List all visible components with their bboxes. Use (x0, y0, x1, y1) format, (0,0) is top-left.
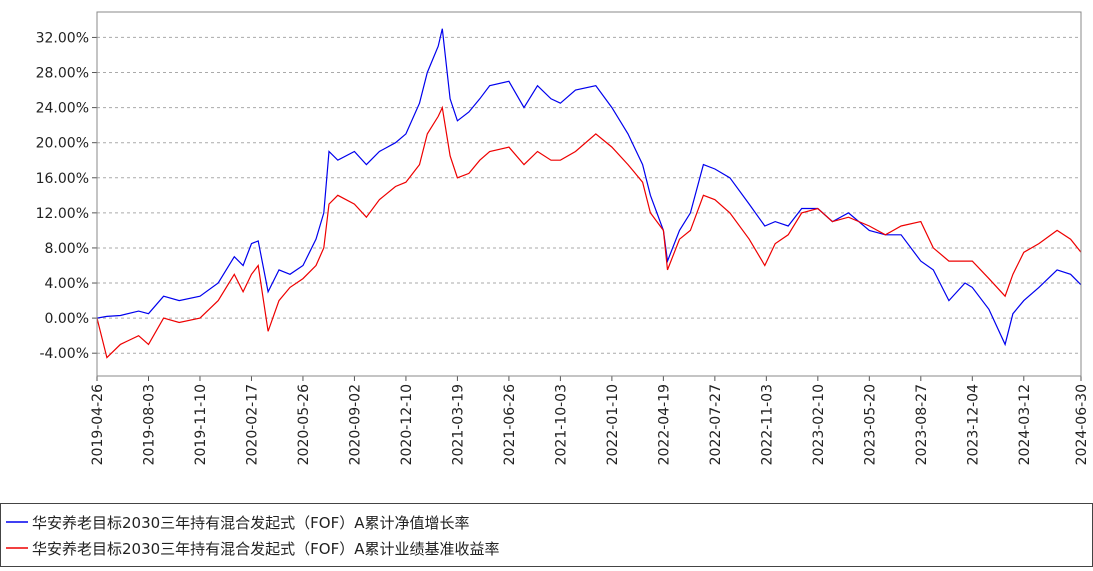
x-tick-label: 2020-12-10 (399, 384, 415, 465)
y-tick-label: 24.00% (36, 101, 89, 117)
x-tick-label: 2024-06-30 (1074, 384, 1090, 465)
legend-label: 华安养老目标2030三年持有混合发起式（FOF）A累计业绩基准收益率 (32, 540, 500, 558)
x-tick-label: 2020-05-26 (296, 384, 312, 465)
y-tick-label: 12.00% (36, 206, 89, 222)
x-tick-label: 2021-06-26 (502, 384, 518, 465)
y-tick-label: -4.00% (39, 346, 89, 362)
y-tick-label: 8.00% (45, 241, 89, 257)
x-tick-label: 2020-02-17 (244, 384, 260, 465)
x-tick-label: 2023-05-20 (862, 384, 878, 465)
x-tick-label: 2023-12-04 (965, 384, 981, 465)
x-tick-label: 2021-10-03 (553, 384, 569, 465)
x-tick-label: 2023-02-10 (811, 384, 827, 465)
x-tick-label: 2021-03-19 (450, 384, 466, 465)
y-tick-label: 20.00% (36, 136, 89, 152)
x-tick-label: 2022-11-03 (759, 384, 775, 465)
x-tick-label: 2023-08-27 (914, 384, 930, 465)
legend: 华安养老目标2030三年持有混合发起式（FOF）A累计净值增长率华安养老目标20… (0, 503, 1093, 567)
series-line (96, 28, 1082, 347)
x-tick-label: 2020-09-02 (347, 384, 363, 465)
plot-frame (96, 11, 1082, 377)
x-tick-label: 2019-08-03 (141, 384, 157, 465)
y-tick-label: 32.00% (36, 30, 89, 46)
y-tick-label: 16.00% (36, 171, 89, 187)
y-tick-label: 0.00% (45, 311, 89, 327)
y-tick-label: 4.00% (45, 276, 89, 292)
y-tick-label: 28.00% (36, 66, 89, 82)
x-tick-label: 2024-03-12 (1017, 384, 1033, 465)
x-tick-label: 2022-04-19 (656, 384, 672, 465)
legend-label: 华安养老目标2030三年持有混合发起式（FOF）A累计净值增长率 (32, 514, 470, 532)
x-tick-label: 2022-07-27 (708, 384, 724, 465)
x-tick-label: 2019-11-10 (193, 384, 209, 465)
series-line (96, 105, 1082, 359)
x-tick-label: 2022-01-10 (605, 384, 621, 465)
x-tick-label: 2019-04-26 (90, 384, 106, 465)
